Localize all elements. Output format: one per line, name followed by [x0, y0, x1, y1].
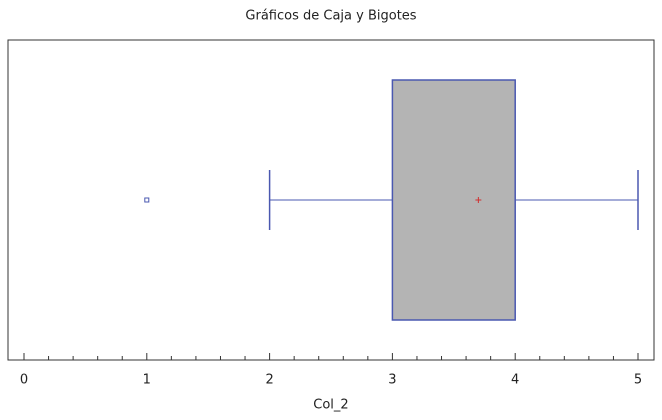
x-tick-label: 0	[20, 373, 28, 388]
chart-title: Gráficos de Caja y Bigotes	[245, 9, 416, 24]
box	[391, 79, 516, 321]
mean-marker	[475, 197, 482, 203]
x-tick-label: 2	[265, 373, 273, 388]
x-tick-label: 4	[511, 373, 519, 388]
x-tick-label: 5	[634, 373, 642, 388]
x-tick-label: 1	[143, 373, 151, 388]
outlier	[144, 197, 150, 203]
x-tick-label: 3	[388, 373, 396, 388]
plot-frame	[7, 39, 655, 361]
x-axis-label: Col_2	[313, 398, 348, 413]
